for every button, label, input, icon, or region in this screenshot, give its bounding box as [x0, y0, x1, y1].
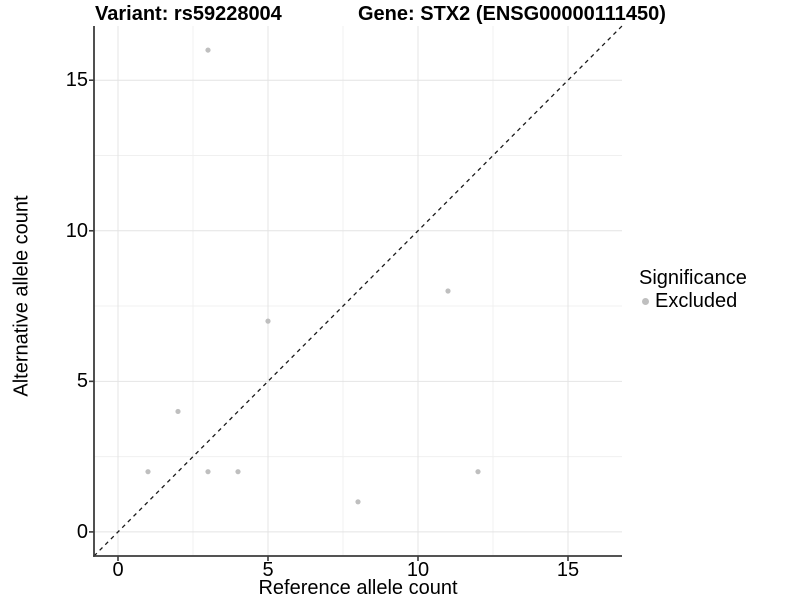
- data-point: [265, 318, 271, 324]
- plot-title-gene: Gene: STX2 (ENSG00000111450): [358, 3, 666, 25]
- y-tick-label: 0: [76, 520, 88, 543]
- data-point: [145, 469, 151, 475]
- legend-point-icon: [642, 297, 649, 305]
- legend-item-label: Excluded: [655, 290, 738, 312]
- x-tick-label: 15: [556, 559, 580, 581]
- identity-reference-line: [93, 25, 623, 557]
- x-tick-label: 0: [112, 559, 124, 581]
- x-tick-label: 5: [262, 559, 274, 581]
- data-point: [205, 469, 211, 475]
- data-point: [445, 288, 451, 294]
- data-point: [235, 469, 241, 475]
- y-tick-label: 5: [76, 370, 88, 393]
- plot-title-variant: Variant: rs59228004: [95, 3, 282, 25]
- legend-title: Significance: [639, 267, 747, 289]
- data-point: [355, 499, 361, 505]
- x-axis-title: Reference allele count: [258, 577, 458, 599]
- legend-item-excluded: Excluded: [639, 290, 747, 312]
- y-tick-label: 15: [65, 69, 88, 92]
- y-tick-label: 10: [65, 219, 88, 242]
- data-point: [175, 408, 181, 415]
- data-point: [205, 47, 211, 53]
- legend: Significance Excluded: [639, 267, 747, 312]
- x-tick-label: 10: [406, 559, 430, 581]
- y-axis-title: Alternative allele count: [10, 195, 33, 397]
- data-point: [475, 469, 481, 475]
